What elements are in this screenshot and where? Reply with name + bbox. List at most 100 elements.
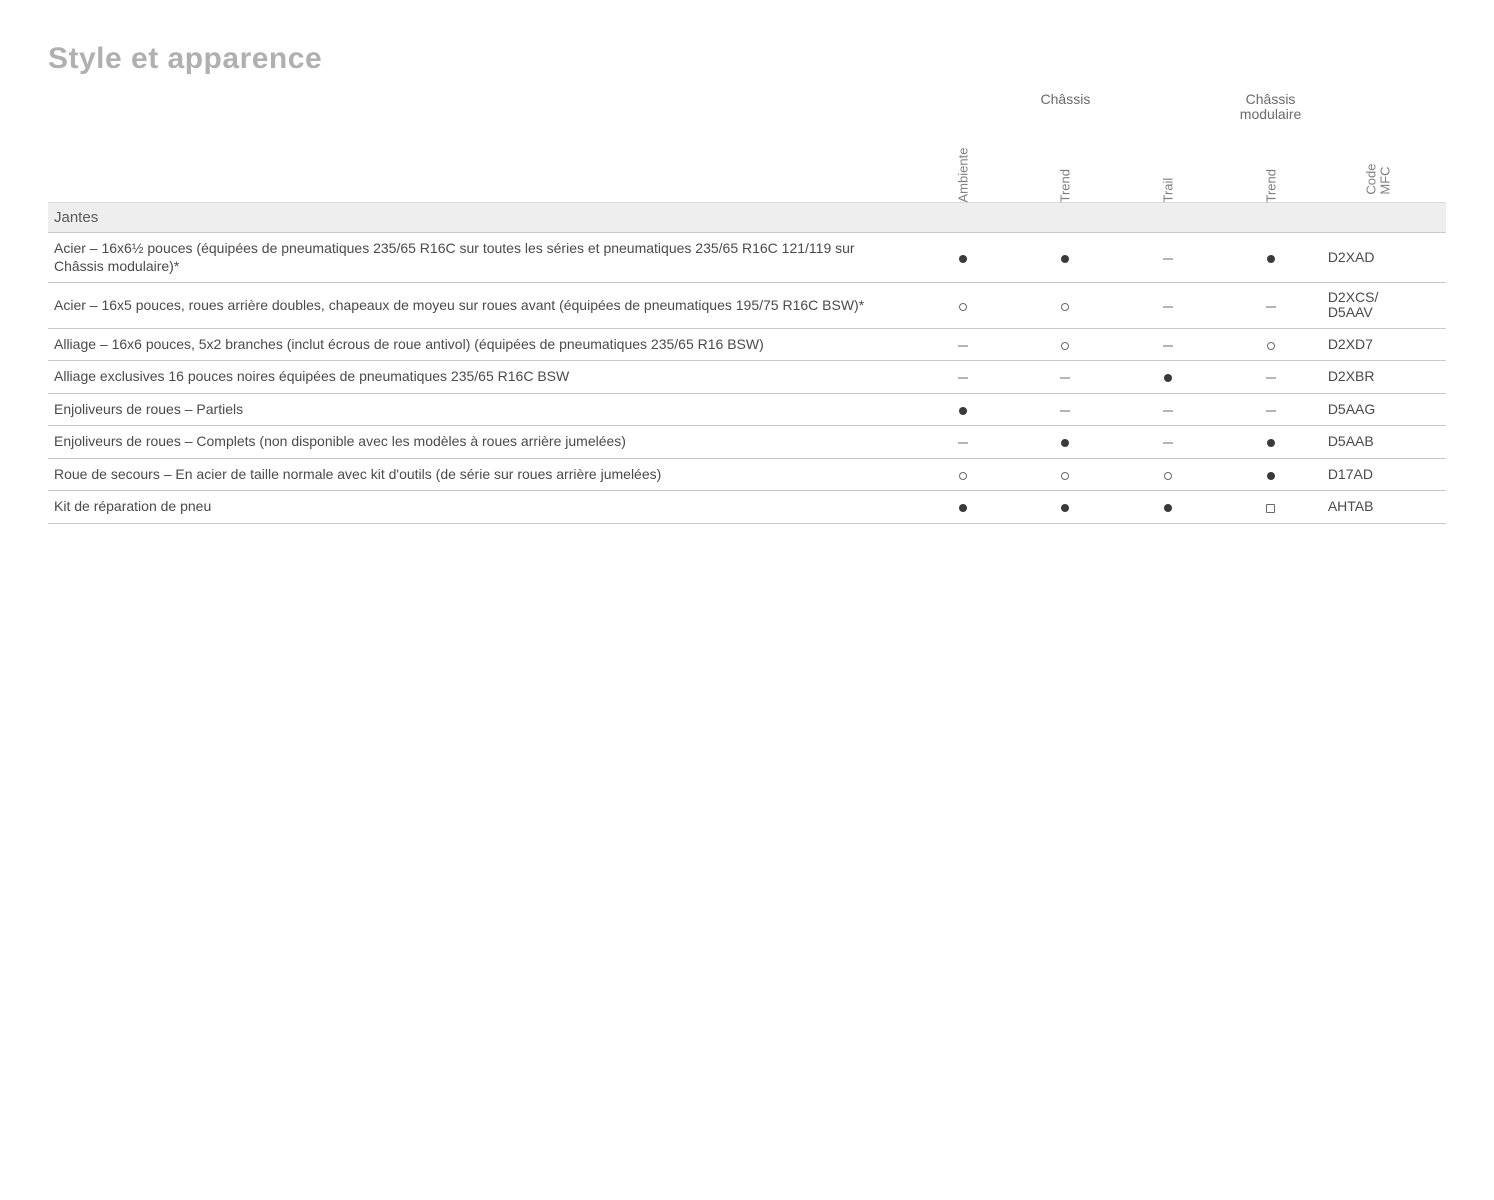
row-code: D17AD bbox=[1322, 458, 1446, 491]
filled-dot-icon bbox=[1164, 504, 1172, 512]
row-value-cell bbox=[1219, 361, 1322, 394]
row-value-cell bbox=[1117, 233, 1220, 283]
row-value-cell bbox=[912, 361, 1015, 394]
table-row: Kit de réparation de pneu AHTAB bbox=[48, 491, 1446, 524]
row-value-cell bbox=[1219, 458, 1322, 491]
open-dot-icon bbox=[1061, 472, 1069, 480]
filled-dot-icon bbox=[959, 504, 967, 512]
row-value-cell bbox=[912, 283, 1015, 329]
filled-dot-icon bbox=[1061, 439, 1069, 447]
header-col-label: Trend bbox=[1263, 183, 1278, 203]
row-description: Enjoliveurs de roues – Partiels bbox=[48, 393, 912, 426]
row-value-cell bbox=[1014, 458, 1117, 491]
header-col-label: Ambiente bbox=[955, 183, 970, 203]
dash-icon bbox=[958, 377, 968, 379]
row-value-cell bbox=[1219, 426, 1322, 459]
dash-icon bbox=[958, 345, 968, 347]
row-code: D2XAD bbox=[1322, 233, 1446, 283]
page: Style et apparence Châssis Châssis modul… bbox=[0, 0, 1494, 524]
dash-icon bbox=[1163, 410, 1173, 412]
row-description: Enjoliveurs de roues – Complets (non dis… bbox=[48, 426, 912, 459]
header-group-chassis-modulaire: Châssis modulaire bbox=[1219, 90, 1322, 132]
dash-icon bbox=[1266, 306, 1276, 308]
row-value-cell bbox=[912, 393, 1015, 426]
row-value-cell bbox=[1117, 426, 1220, 459]
header-col-ambiente: Ambiente bbox=[912, 132, 1015, 203]
header-col-label: Trend bbox=[1058, 183, 1073, 203]
filled-dot-icon bbox=[959, 255, 967, 263]
open-dot-icon bbox=[1164, 472, 1172, 480]
row-value-cell bbox=[1014, 393, 1117, 426]
dash-icon bbox=[1163, 345, 1173, 347]
row-value-cell bbox=[1219, 283, 1322, 329]
row-value-cell bbox=[1219, 393, 1322, 426]
row-value-cell bbox=[912, 426, 1015, 459]
table-row: Enjoliveurs de roues – Partiels D5AAG bbox=[48, 393, 1446, 426]
table-row: Alliage – 16x6 pouces, 5x2 branches (inc… bbox=[48, 328, 1446, 361]
row-value-cell bbox=[1117, 458, 1220, 491]
filled-dot-icon bbox=[1267, 472, 1275, 480]
dash-icon bbox=[1266, 410, 1276, 412]
row-code: D5AAB bbox=[1322, 426, 1446, 459]
dash-icon bbox=[1060, 377, 1070, 379]
table-body: Acier – 16x6½ pouces (équipées de pneuma… bbox=[48, 233, 1446, 524]
dash-icon bbox=[958, 442, 968, 444]
dash-icon bbox=[1163, 306, 1173, 308]
row-value-cell bbox=[1219, 491, 1322, 524]
row-value-cell bbox=[1014, 233, 1117, 283]
filled-dot-icon bbox=[1267, 439, 1275, 447]
dash-icon bbox=[1060, 410, 1070, 412]
row-value-cell bbox=[1014, 361, 1117, 394]
row-value-cell bbox=[912, 458, 1015, 491]
header-col-code: Code MFC bbox=[1322, 132, 1446, 203]
header-col-trend-2: Trend bbox=[1219, 132, 1322, 203]
filled-dot-icon bbox=[1164, 374, 1172, 382]
header-col-label: Trail bbox=[1160, 183, 1175, 203]
row-value-cell bbox=[1117, 328, 1220, 361]
row-description: Acier – 16x6½ pouces (équipées de pneuma… bbox=[48, 233, 912, 283]
spec-table: Châssis Châssis modulaire Ambiente Trend… bbox=[48, 90, 1446, 524]
header-col-trail: Trail bbox=[1117, 132, 1220, 203]
table-row: Roue de secours – En acier de taille nor… bbox=[48, 458, 1446, 491]
row-code: D2XD7 bbox=[1322, 328, 1446, 361]
table-row: Acier – 16x5 pouces, roues arrière doubl… bbox=[48, 283, 1446, 329]
row-value-cell bbox=[1014, 491, 1117, 524]
section-row: Jantes bbox=[48, 203, 1446, 233]
header-variant-row: Ambiente Trend Trail Trend Code MFC bbox=[48, 132, 1446, 203]
header-group-row: Châssis Châssis modulaire bbox=[48, 90, 1446, 132]
dash-icon bbox=[1163, 258, 1173, 260]
open-dot-icon bbox=[959, 472, 967, 480]
row-value-cell bbox=[1219, 328, 1322, 361]
row-value-cell bbox=[1014, 283, 1117, 329]
row-description: Alliage exclusives 16 pouces noires équi… bbox=[48, 361, 912, 394]
dash-icon bbox=[1266, 377, 1276, 379]
row-value-cell bbox=[1117, 283, 1220, 329]
open-square-icon bbox=[1266, 504, 1275, 513]
row-code: D5AAG bbox=[1322, 393, 1446, 426]
page-title: Style et apparence bbox=[48, 42, 1446, 76]
section-label: Jantes bbox=[48, 203, 1446, 233]
row-value-cell bbox=[1219, 233, 1322, 283]
header-col-label: Code MFC bbox=[1364, 165, 1391, 195]
table-row: Alliage exclusives 16 pouces noires équi… bbox=[48, 361, 1446, 394]
row-value-cell bbox=[912, 233, 1015, 283]
row-code: AHTAB bbox=[1322, 491, 1446, 524]
row-description: Kit de réparation de pneu bbox=[48, 491, 912, 524]
filled-dot-icon bbox=[959, 407, 967, 415]
row-description: Acier – 16x5 pouces, roues arrière doubl… bbox=[48, 283, 912, 329]
row-description: Roue de secours – En acier de taille nor… bbox=[48, 458, 912, 491]
row-code: D2XBR bbox=[1322, 361, 1446, 394]
dash-icon bbox=[1163, 442, 1173, 444]
open-dot-icon bbox=[959, 303, 967, 311]
filled-dot-icon bbox=[1061, 255, 1069, 263]
row-value-cell bbox=[1014, 426, 1117, 459]
row-description: Alliage – 16x6 pouces, 5x2 branches (inc… bbox=[48, 328, 912, 361]
row-value-cell bbox=[912, 491, 1015, 524]
table-header: Châssis Châssis modulaire Ambiente Trend… bbox=[48, 90, 1446, 203]
row-value-cell bbox=[1117, 361, 1220, 394]
row-value-cell bbox=[1117, 491, 1220, 524]
header-col-trend: Trend bbox=[1014, 132, 1117, 203]
open-dot-icon bbox=[1061, 342, 1069, 350]
row-code: D2XCS/ D5AAV bbox=[1322, 283, 1446, 329]
table-row: Acier – 16x6½ pouces (équipées de pneuma… bbox=[48, 233, 1446, 283]
